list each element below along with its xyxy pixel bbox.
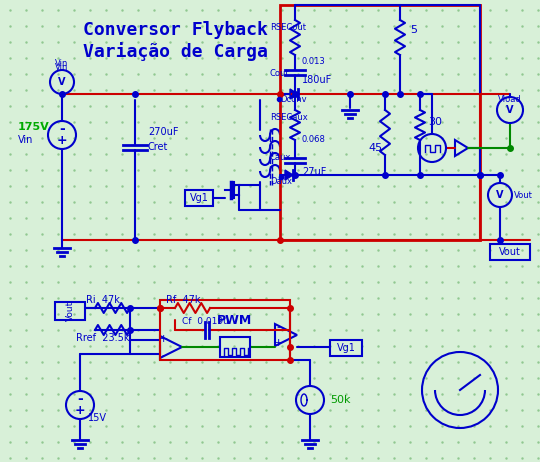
Text: Rf  47k: Rf 47k <box>166 295 200 305</box>
Polygon shape <box>285 170 293 180</box>
Text: -: - <box>276 322 280 332</box>
Text: -: - <box>77 392 83 406</box>
Polygon shape <box>290 89 298 99</box>
Text: 175V: 175V <box>18 122 50 132</box>
Bar <box>55 302 85 320</box>
Text: 5: 5 <box>410 25 417 35</box>
Text: V: V <box>58 77 66 87</box>
Text: 0.013: 0.013 <box>302 57 326 67</box>
Text: Caux: Caux <box>270 153 292 163</box>
Bar <box>185 190 213 206</box>
Text: +: + <box>158 334 168 344</box>
Text: V: V <box>496 190 504 200</box>
Text: 270uF: 270uF <box>148 127 179 137</box>
Bar <box>490 244 530 260</box>
Text: 15V: 15V <box>88 413 107 423</box>
Text: Vg1: Vg1 <box>336 343 355 353</box>
Text: Vout: Vout <box>514 190 533 200</box>
Text: Conversor Flyback: Conversor Flyback <box>83 21 267 39</box>
Text: 180uF: 180uF <box>302 75 332 85</box>
Text: +: + <box>57 134 68 146</box>
Text: PWM: PWM <box>218 314 253 327</box>
Text: Vload: Vload <box>498 96 522 104</box>
Text: 0.068: 0.068 <box>302 135 326 145</box>
Text: Ri  47k: Ri 47k <box>86 295 120 305</box>
Text: Variação de Carga: Variação de Carga <box>83 43 267 61</box>
Text: +: + <box>75 403 85 417</box>
Text: Vout: Vout <box>499 247 521 257</box>
Bar <box>280 5 480 240</box>
Text: Vin: Vin <box>55 63 69 73</box>
Text: Cret: Cret <box>148 142 168 152</box>
Text: 50k: 50k <box>330 395 350 405</box>
Text: 27uF: 27uF <box>302 167 326 177</box>
Text: Dconv: Dconv <box>280 96 307 104</box>
Text: Vout: Vout <box>65 301 75 321</box>
Text: Rref  23.5k: Rref 23.5k <box>76 333 130 343</box>
Bar <box>160 300 290 360</box>
Text: Vin: Vin <box>18 135 33 145</box>
Text: Vg1: Vg1 <box>190 193 208 203</box>
Text: 30: 30 <box>428 117 442 127</box>
Text: RSECout: RSECout <box>270 24 306 32</box>
Bar <box>330 340 362 356</box>
Text: 45: 45 <box>368 143 382 153</box>
Text: -: - <box>59 122 65 136</box>
Text: +: + <box>273 338 282 348</box>
Text: Daux: Daux <box>270 177 292 187</box>
Text: Cf  0.019u: Cf 0.019u <box>182 317 229 327</box>
Text: RSECaux: RSECaux <box>270 113 308 122</box>
Text: -: - <box>161 350 165 360</box>
Bar <box>220 337 250 357</box>
Text: Cout: Cout <box>270 68 289 78</box>
Text: Vin: Vin <box>55 59 69 68</box>
Text: V: V <box>507 105 514 115</box>
